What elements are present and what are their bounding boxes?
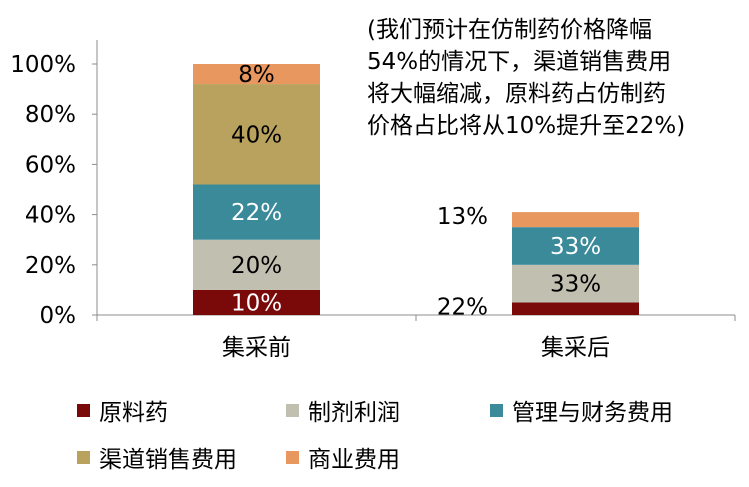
x-category-label: 集采前 bbox=[222, 335, 291, 361]
bars bbox=[193, 64, 639, 315]
data-label: 22% bbox=[231, 200, 282, 226]
data-label: 20% bbox=[231, 253, 282, 279]
data-label: 13% bbox=[437, 204, 488, 230]
data-label: 33% bbox=[550, 272, 601, 298]
legend-item-channel-sales: 渠道销售费用 bbox=[77, 440, 237, 474]
bar-segment bbox=[512, 302, 639, 315]
bar-segment bbox=[512, 264, 639, 303]
annotation-line-3: 将大幅缩减，原料药占仿制药 bbox=[367, 81, 666, 107]
bar-segment bbox=[193, 184, 320, 240]
bar-segment bbox=[193, 289, 320, 315]
legend-swatch-commercial bbox=[286, 450, 299, 464]
legend-label-commercial: 商业费用 bbox=[308, 447, 400, 473]
annotation-line-4: 价格占比将从10%提升至22%) bbox=[367, 113, 686, 139]
legend-item-commercial: 商业费用 bbox=[286, 440, 400, 474]
y-tick-label: 40% bbox=[25, 203, 76, 229]
x-category-label: 集采后 bbox=[541, 335, 610, 361]
legend-item-admin-finance: 管理与财务费用 bbox=[490, 393, 673, 427]
legend-label-channel-sales: 渠道销售费用 bbox=[99, 447, 237, 473]
legend-label-api: 原料药 bbox=[99, 400, 168, 426]
data-label: 33% bbox=[550, 234, 601, 260]
bar-segment bbox=[512, 227, 639, 265]
bar-segment bbox=[512, 212, 639, 228]
bar-segment bbox=[193, 84, 320, 185]
legend-item-formulation-profit: 制剂利润 bbox=[286, 393, 400, 427]
chart-annotation: (我们预计在仿制药价格降幅 54%的情况下，渠道销售费用 将大幅缩减，原料药占仿… bbox=[367, 14, 747, 142]
bar-segment bbox=[193, 239, 320, 290]
y-tick-label: 100% bbox=[10, 52, 76, 78]
legend-swatch-channel-sales bbox=[77, 450, 90, 464]
y-tick-label: 60% bbox=[25, 152, 76, 178]
data-label: 40% bbox=[231, 122, 282, 148]
annotation-line-2: 54%的情况下，渠道销售费用 bbox=[367, 49, 672, 75]
data-label: 8% bbox=[238, 62, 275, 88]
y-tick-label: 0% bbox=[40, 303, 77, 329]
legend-swatch-api bbox=[77, 403, 90, 417]
segment-labels: 10% 20% 22% 40% 8% 22% 33% 33% 13% bbox=[231, 62, 601, 320]
data-label: 10% bbox=[231, 290, 282, 316]
legend-label-formulation-profit: 制剂利润 bbox=[308, 400, 400, 426]
legend-label-admin-finance: 管理与财务费用 bbox=[512, 400, 673, 426]
annotation-line-1: (我们预计在仿制药价格降幅 bbox=[367, 17, 652, 43]
axes: 0% 20% 40% 60% 80% 100% 集采前 集采后 bbox=[10, 40, 736, 361]
data-label: 22% bbox=[437, 294, 488, 320]
legend-item-api: 原料药 bbox=[77, 393, 168, 427]
y-tick-label: 20% bbox=[25, 253, 76, 279]
legend-swatch-formulation-profit bbox=[286, 403, 299, 417]
y-tick-label: 80% bbox=[25, 102, 76, 128]
legend-swatch-admin-finance bbox=[490, 403, 503, 417]
bar-segment bbox=[193, 64, 320, 85]
